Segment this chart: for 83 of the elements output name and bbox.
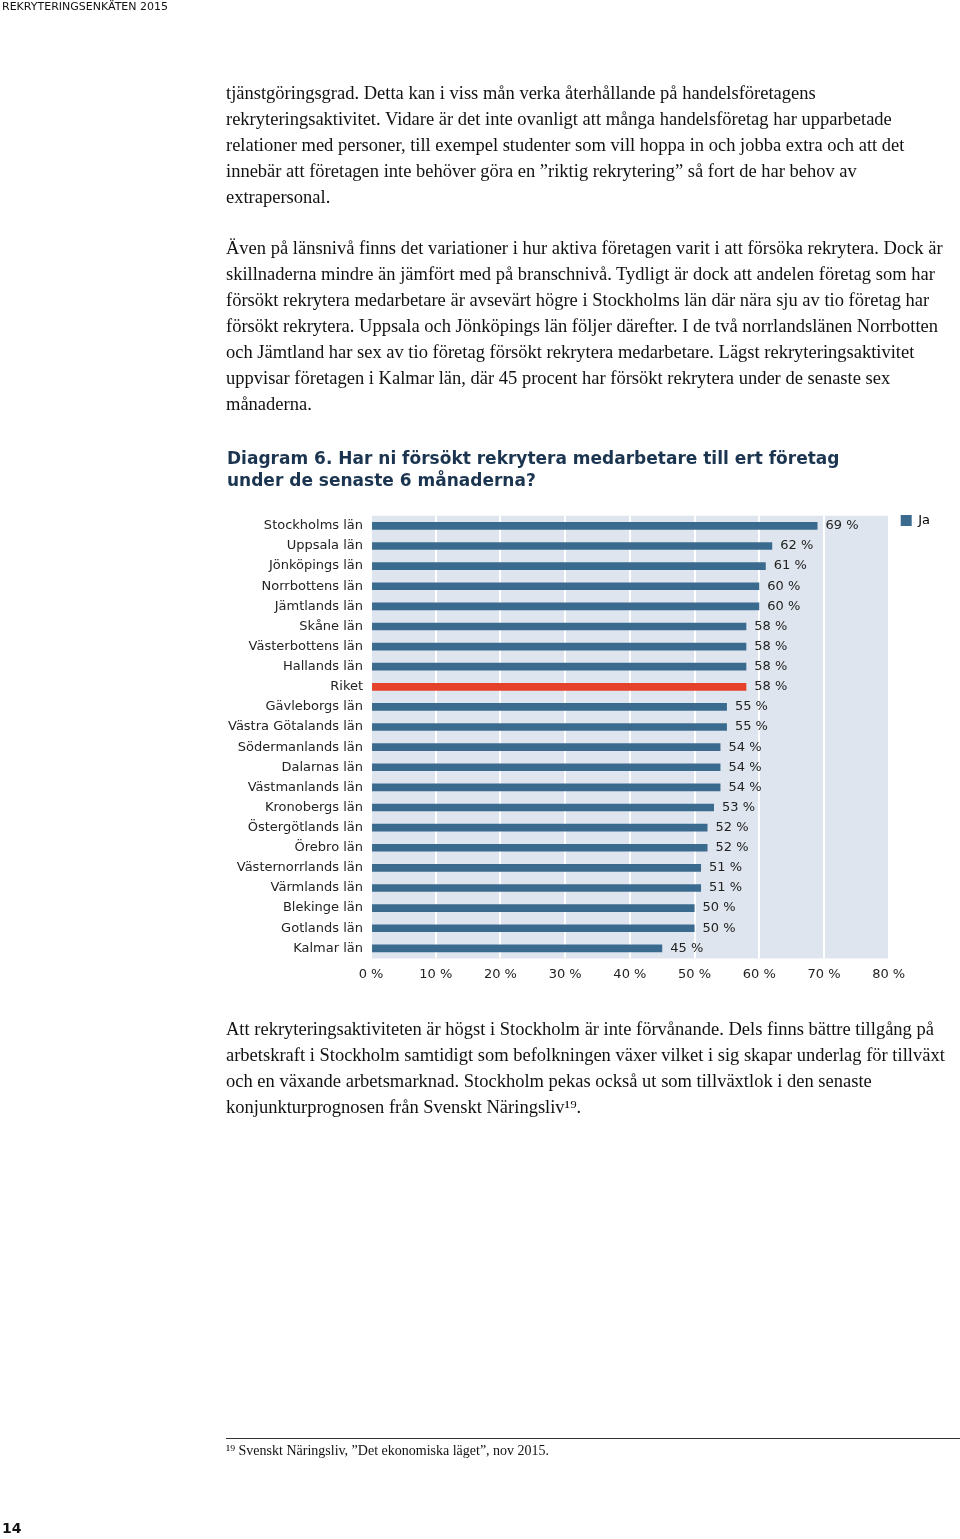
chart-title: Diagram 6. Har ni försökt rekrytera medarbetare till ert företag under de senaste 6 månaderna? — [227, 447, 841, 491]
x-tick-label: 50 % — [678, 965, 712, 981]
bar — [372, 703, 727, 711]
bar — [372, 924, 695, 933]
legend-label: Ja — [917, 511, 931, 527]
bar — [372, 904, 695, 912]
bar — [372, 884, 702, 892]
y-tick-label: Blekinge län — [282, 899, 364, 915]
bar — [372, 582, 760, 591]
bar — [372, 743, 721, 751]
text: REKRYTERINGSENKÄTEN 2015 — [2, 0, 169, 13]
y-tick-label: Gotlands län — [281, 919, 364, 935]
text: Även på länsnivå finns det variationer i hur aktiva företagen varit i att försöka rekrytera. Dock är skillnaderna mindre än jämfört med på branschnivå. Tydligt är dock att andelen företag som har försökt rekrytera medarbetare är avsevärt högre i Stockholms län där nära sju av tio företag har försökt rekrytera. Uppsala och Jönköpings län följer därefter. I de två norrlandslänen Norrbotten och Jämtland har sex av tio företag försökt rekrytera medarbetare. Lägst rekryteringsaktivitet uppvisar företagen i Kalmar län, där 45 procent har försökt rekrytera under de senaste sex månaderna. — [226, 237, 944, 416]
x-tick-label: 0 % — [358, 965, 384, 981]
y-tick-label: Västra Götalands län — [228, 718, 364, 734]
data-label: 54 % — [728, 778, 762, 794]
data-label: 60 % — [767, 597, 801, 613]
text: tjänstgöringsgrad. Detta kan i viss mån verka återhållande på handelsföretagens rekryteringsaktivitet. Vidare är det inte ovanligt att många handelsföretag har upparbetade relationer med personer, till exempel studenter som vill hoppa in och jobba extra och att det innebär att företagen inte behöver göra en ”riktig rekrytering” så fort de har behov av extrapersonal. — [226, 82, 906, 209]
data-label: 58 % — [754, 658, 788, 674]
data-label: 58 % — [754, 678, 788, 694]
data-label: 55 % — [734, 698, 768, 714]
bar — [372, 642, 747, 651]
y-tick-label: Västernorrlands län — [236, 859, 364, 875]
data-label: 58 % — [754, 617, 788, 633]
y-tick-label: Dalarnas län — [281, 758, 364, 774]
bar — [372, 622, 747, 631]
y-tick-label: Västerbottens län — [248, 637, 364, 653]
bar — [372, 823, 708, 832]
y-tick-label: Gävleborgs län — [265, 698, 364, 714]
y-tick-label: Värmlands län — [270, 879, 364, 895]
y-tick-label: Riket — [330, 678, 364, 694]
x-tick-label: 40 % — [613, 965, 647, 981]
bar — [372, 723, 727, 731]
bar — [372, 682, 747, 691]
data-label: 54 % — [728, 738, 762, 754]
bar — [372, 522, 818, 530]
data-label: 54 % — [728, 758, 762, 774]
data-label: 62 % — [780, 537, 814, 553]
x-tick-label: 70 % — [807, 965, 841, 981]
data-label: 52 % — [715, 839, 749, 855]
data-label: 45 % — [670, 939, 704, 955]
data-label: 50 % — [702, 899, 736, 915]
x-tick-label: 80 % — [872, 965, 906, 981]
x-tick-label: 20 % — [483, 965, 517, 981]
data-label: 60 % — [767, 577, 801, 593]
data-label: 51 % — [709, 859, 743, 875]
text: 14 — [2, 1520, 22, 1536]
data-label: 58 % — [754, 637, 788, 653]
bar — [372, 662, 747, 671]
y-tick-label: Jönköpings län — [267, 557, 364, 573]
data-label: 53 % — [721, 798, 756, 814]
x-tick-label: 30 % — [548, 965, 582, 981]
y-tick-label: Östergötlands län — [247, 818, 364, 835]
data-label: 55 % — [734, 718, 768, 734]
y-tick-label: Örebro län — [294, 838, 364, 855]
bar — [372, 803, 714, 812]
bar — [372, 864, 702, 872]
data-label: 51 % — [709, 879, 743, 895]
bar — [372, 783, 721, 792]
y-tick-label: Kalmar län — [293, 939, 364, 955]
y-tick-label: Hallands län — [282, 658, 364, 674]
y-tick-label: Stockholms län — [263, 517, 364, 533]
bar — [372, 944, 663, 953]
y-tick-label: Skåne län — [299, 617, 364, 633]
data-label: 50 % — [702, 919, 736, 935]
data-label: 52 % — [715, 819, 749, 835]
bar — [372, 602, 760, 611]
data-label: 69 % — [825, 517, 859, 533]
x-tick-label: 10 % — [419, 965, 453, 981]
bar — [372, 542, 773, 550]
bar — [372, 843, 708, 852]
y-tick-label: Norrbottens län — [261, 577, 364, 593]
y-tick-label: Kronobergs län — [264, 798, 364, 814]
bar — [372, 562, 766, 570]
y-tick-label: Uppsala län — [286, 537, 364, 553]
text: Att rekryteringsaktiviteten är högst i Stockholm är inte förvånande. Dels finns bättre tillgång på arbetskraft i Stockholm samtidigt som befolkningen växer vilket i sig skapar underlag för tillväxt och en växande arbetsmarknad. Stockholm pekas också ut som tillväxtlok i den senaste konjunkturprognosen från Svenskt Näringsliv¹⁹. — [226, 1018, 946, 1119]
x-tick-label: 60 % — [742, 965, 776, 981]
text: ¹⁹ Svenskt Näringsliv, ”Det ekonomiska läget”, nov 2015. — [226, 1438, 960, 1459]
data-label: 61 % — [773, 557, 807, 573]
y-tick-label: Västmanlands län — [247, 778, 364, 794]
bar — [372, 763, 721, 772]
y-tick-label: Södermanlands län — [237, 738, 364, 754]
y-tick-label: Jämtlands län — [273, 597, 364, 613]
